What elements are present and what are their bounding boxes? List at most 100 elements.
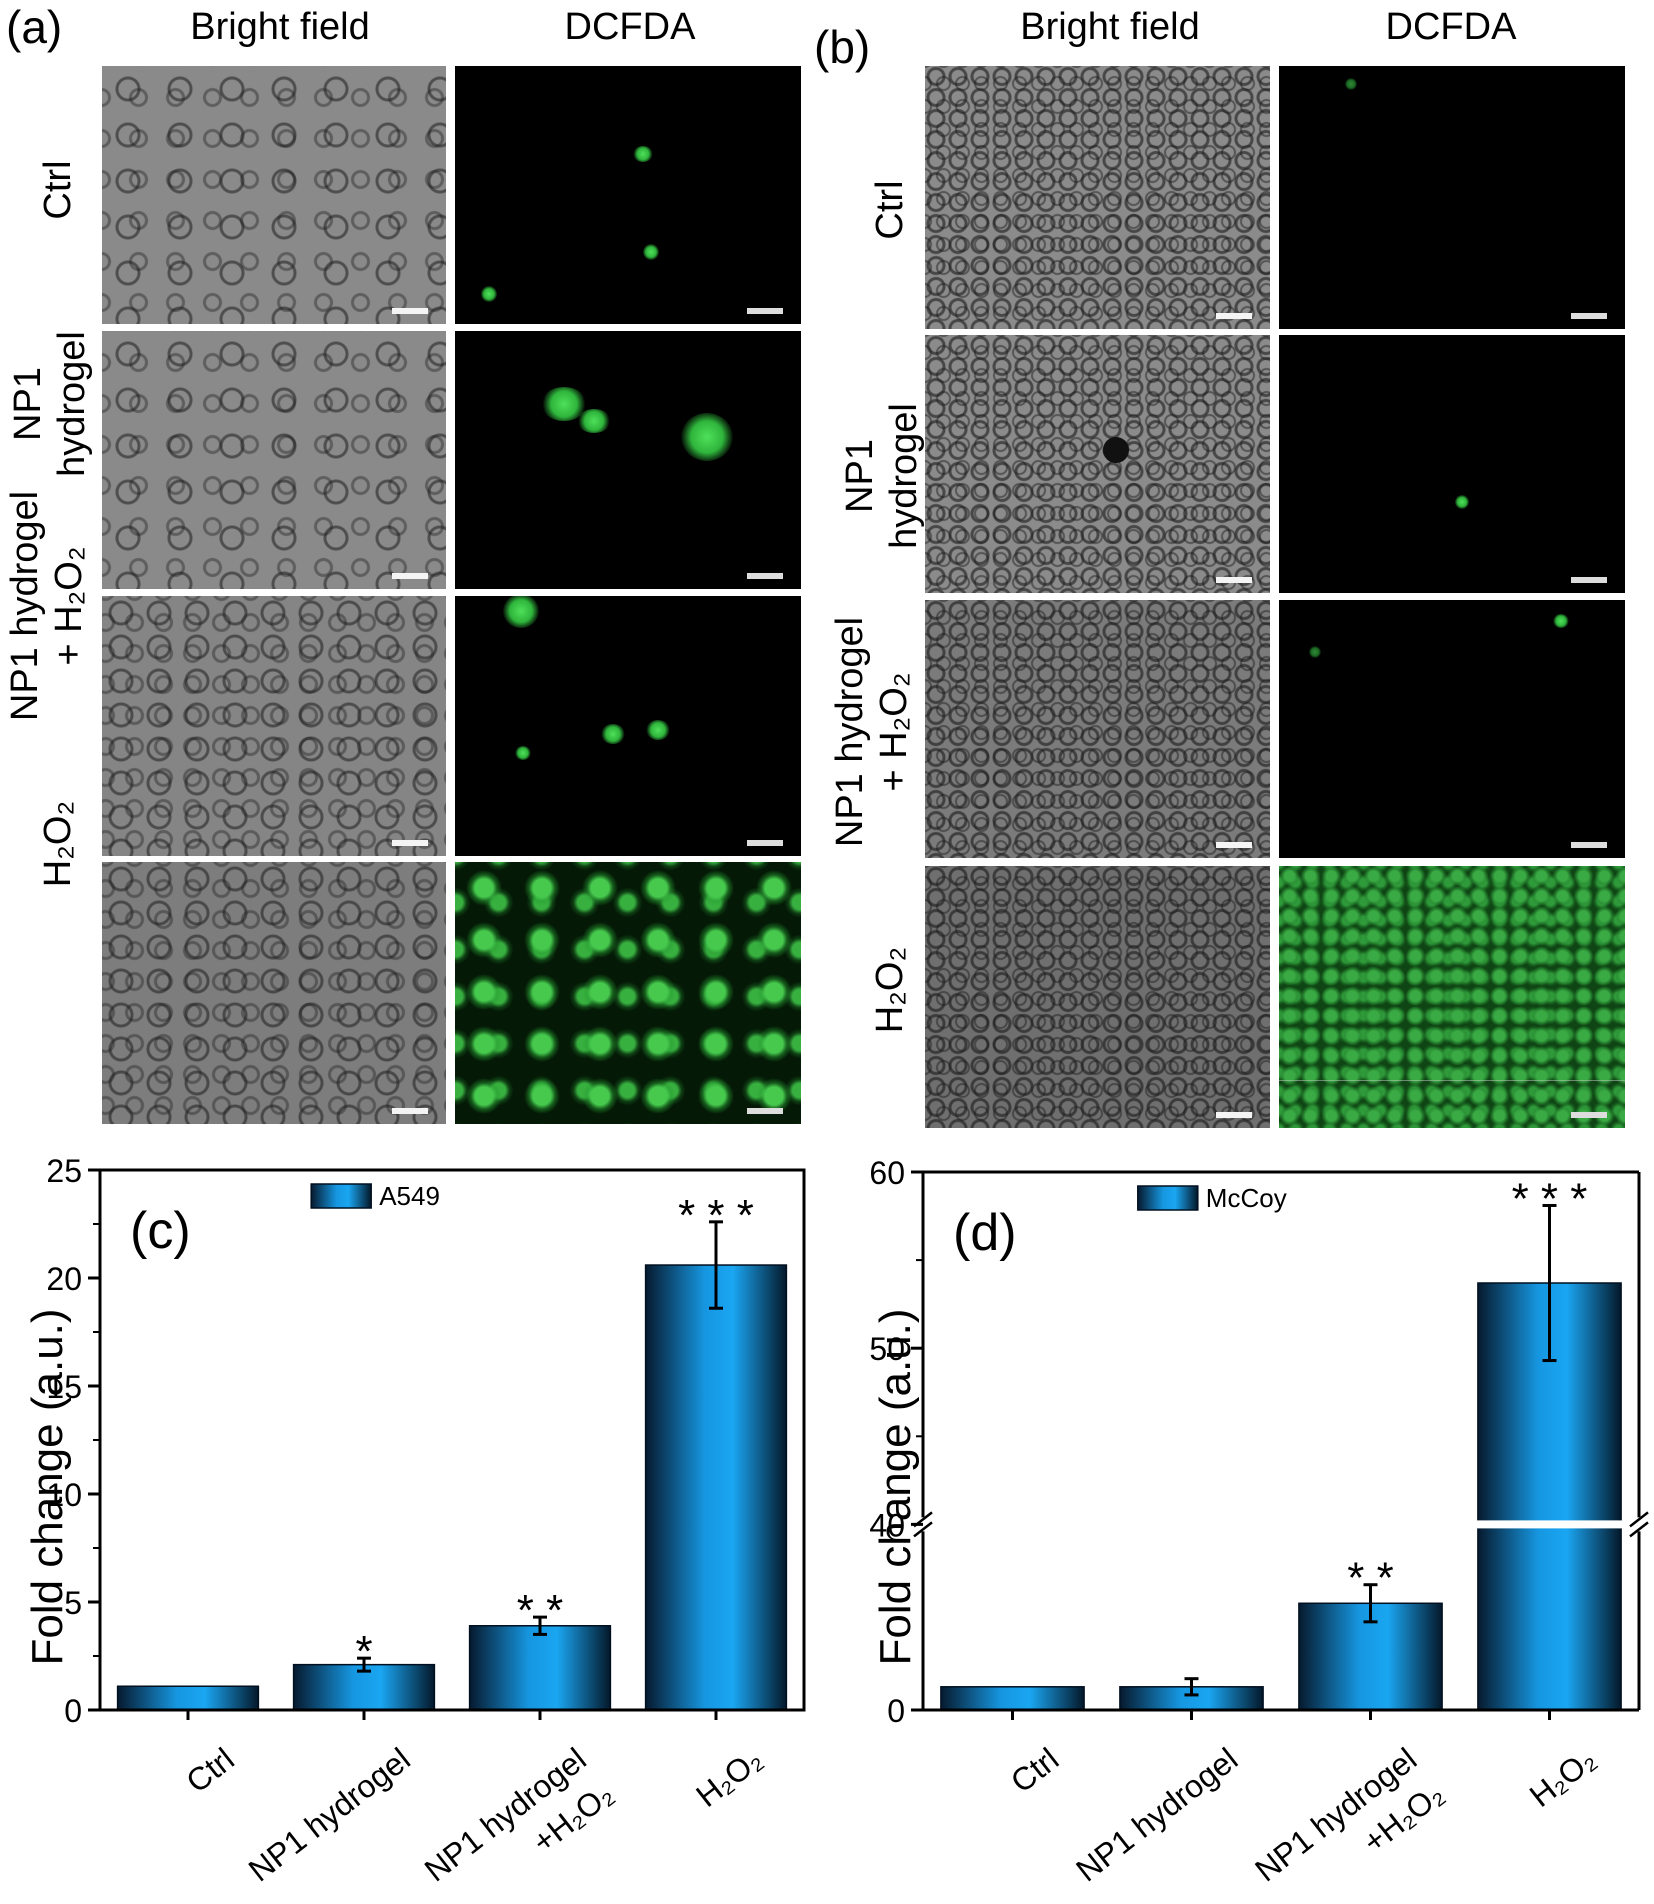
scale-bar (1216, 577, 1252, 583)
fluorescent-cell (633, 146, 653, 162)
scale-bar (392, 308, 428, 314)
row-label-line: Ctrl (37, 160, 79, 220)
chart-d-plot: * * * * * 0 40 50 60 Ctrl NP1 hydrogel NP1 hydro… (869, 1155, 1654, 1889)
chart-d-axis-break-gap (903, 1520, 1654, 1529)
fluorescent-cell (503, 596, 539, 628)
chart-c-xtick-label: NP1 hydrogel+H₂O₂ (418, 1741, 620, 1889)
chart-d-xtick-label: H₂O₂ (1523, 1741, 1603, 1814)
panel-a-dcfda-np1 (455, 331, 801, 589)
scale-bar (747, 840, 783, 846)
debris-spot (1103, 437, 1129, 463)
panel-b-dcfda-h2o2 (1279, 866, 1625, 1128)
scale-bar (747, 573, 783, 579)
chart-d-break-mark (1629, 1521, 1649, 1538)
panel-a-letter: (a) (6, 1, 63, 53)
panel-b-row-label-np1-h2o2: NP1 hydrogel + H₂O₂ (828, 572, 916, 892)
chart-c-panel-letter: (c) (130, 1202, 191, 1260)
chart-c-plot: * * * * * * 0 5 10 15 20 25 Ctrl NP1 hydrogel NP1 h… (46, 1153, 806, 1889)
panel-a-brightfield-h2o2 (102, 862, 446, 1124)
chart-d-xtick-label: NP1 hydrogel+H₂O₂ (1248, 1741, 1450, 1889)
panel-a-dcfda-np1-h2o2 (455, 596, 801, 856)
scan-line (1279, 1080, 1625, 1081)
chart-d-xtick-label: Ctrl (1004, 1741, 1065, 1800)
scale-bar (1216, 1112, 1252, 1118)
panel-a-dcfda-ctrl (455, 66, 801, 324)
panel-b-brightfield-h2o2 (925, 866, 1270, 1128)
chart-d-ytick-label: 50 (869, 1331, 905, 1367)
chart-c-xtick-label: Ctrl (179, 1741, 240, 1800)
chart-c-significance: * (355, 1627, 372, 1676)
chart-c-ytick-label: 5 (64, 1585, 82, 1621)
fluorescent-cell (1553, 614, 1569, 628)
scale-bar (747, 308, 783, 314)
row-label-line: H₂O₂ (869, 946, 911, 1034)
chart-c-xtick-label-line: NP1 hydrogel (242, 1741, 417, 1889)
panel-a-row-label-np1-h2o2: NP1 hydrogel + H₂O₂ (3, 461, 91, 751)
scale-bar (1216, 313, 1252, 319)
chart-c-xtick-label-line: Ctrl (179, 1741, 240, 1800)
row-label-line: hydrogel (883, 403, 925, 549)
chart-c-ytick-label: 10 (46, 1477, 82, 1513)
fluorescent-cell (1345, 78, 1357, 90)
chart-d-legend: McCoy (1137, 1183, 1287, 1213)
panel-a-col-dcfda: DCFDA (564, 6, 696, 48)
scale-bar (1216, 842, 1252, 848)
fluorescent-cell (601, 724, 625, 744)
panel-a-row-label-ctrl: Ctrl (36, 80, 80, 300)
chart-d-xtick-label-line: Ctrl (1004, 1741, 1065, 1800)
panel-b-dcfda-np1 (1279, 335, 1625, 593)
chart-c-ytick-label: 0 (64, 1693, 82, 1729)
chart-d-ytick-label: 40 (869, 1507, 905, 1543)
scale-bar (1571, 313, 1607, 319)
scale-bar (1571, 842, 1607, 848)
scale-bar (392, 1108, 428, 1114)
row-label-line: NP1 hydrogel (4, 490, 46, 722)
chart-c-ytick-label: 15 (46, 1369, 82, 1405)
fluorescent-cell (1309, 646, 1321, 658)
chart-d-legend-swatch (1137, 1185, 1199, 1211)
chart-d-ytick-label: 60 (869, 1155, 905, 1191)
panel-b-row-label-np1: NP1 hydrogel (838, 346, 926, 606)
row-label-line: + H₂O₂ (873, 672, 915, 792)
fluorescent-cell (577, 409, 611, 433)
chart-d-ytick-label: 0 (887, 1693, 905, 1729)
chart-c-legend-label: A549 (379, 1181, 440, 1211)
panel-b-dcfda-np1-h2o2 (1279, 600, 1625, 858)
chart-d: * * * * * 0 40 50 60 Ctrl NP1 hydrogel NP1 hydro… (869, 1155, 1654, 1889)
panel-b-brightfield-np1 (925, 335, 1270, 593)
scale-bar (747, 1108, 783, 1114)
chart-d-significance: * * (1347, 1554, 1393, 1603)
fluorescent-cell (515, 746, 531, 760)
chart-c-ytick-label: 20 (46, 1261, 82, 1297)
fluorescent-cell (643, 244, 659, 260)
chart-c-ytick-label: 25 (46, 1153, 82, 1189)
panel-a-brightfield-np1 (102, 331, 446, 589)
chart-c-bar (468, 1625, 612, 1711)
chart-c-legend: A549 (310, 1181, 440, 1211)
row-label-line: Ctrl (869, 180, 911, 240)
chart-c-bar (116, 1685, 260, 1711)
chart-d-legend-label: McCoy (1206, 1183, 1287, 1213)
panel-b-brightfield-ctrl (925, 66, 1270, 329)
chart-c-bar (644, 1264, 788, 1711)
panel-b-row-label-ctrl: Ctrl (868, 100, 912, 320)
chart-d-significance: * * * (1512, 1174, 1588, 1223)
scale-bar (1571, 1112, 1607, 1118)
panel-b-letter: (b) (814, 21, 871, 73)
row-label-line: + H₂O₂ (48, 546, 90, 666)
panel-b-col-dcfda: DCFDA (1385, 6, 1517, 48)
row-label-line: NP1 hydrogel (829, 616, 871, 848)
panel-b-brightfield-np1-h2o2 (925, 600, 1270, 858)
row-label-line: NP1 (839, 439, 881, 513)
chart-d-xtick-label-line: NP1 hydrogel (1069, 1741, 1244, 1889)
chart-c-xtick-label-line: H₂O₂ (689, 1741, 769, 1814)
chart-d-xtick-label: NP1 hydrogel (1069, 1741, 1244, 1889)
fluorescent-cell (646, 720, 670, 740)
chart-d-break-mark (1629, 1511, 1649, 1528)
fluorescent-cell (681, 413, 733, 461)
panel-a-row-label-h2o2: H₂O₂ (36, 734, 80, 954)
scale-bar (1571, 577, 1607, 583)
panel-a-dcfda-h2o2 (455, 862, 801, 1124)
chart-c-xtick-label: NP1 hydrogel (242, 1741, 417, 1889)
fluorescent-cell (1455, 495, 1469, 509)
